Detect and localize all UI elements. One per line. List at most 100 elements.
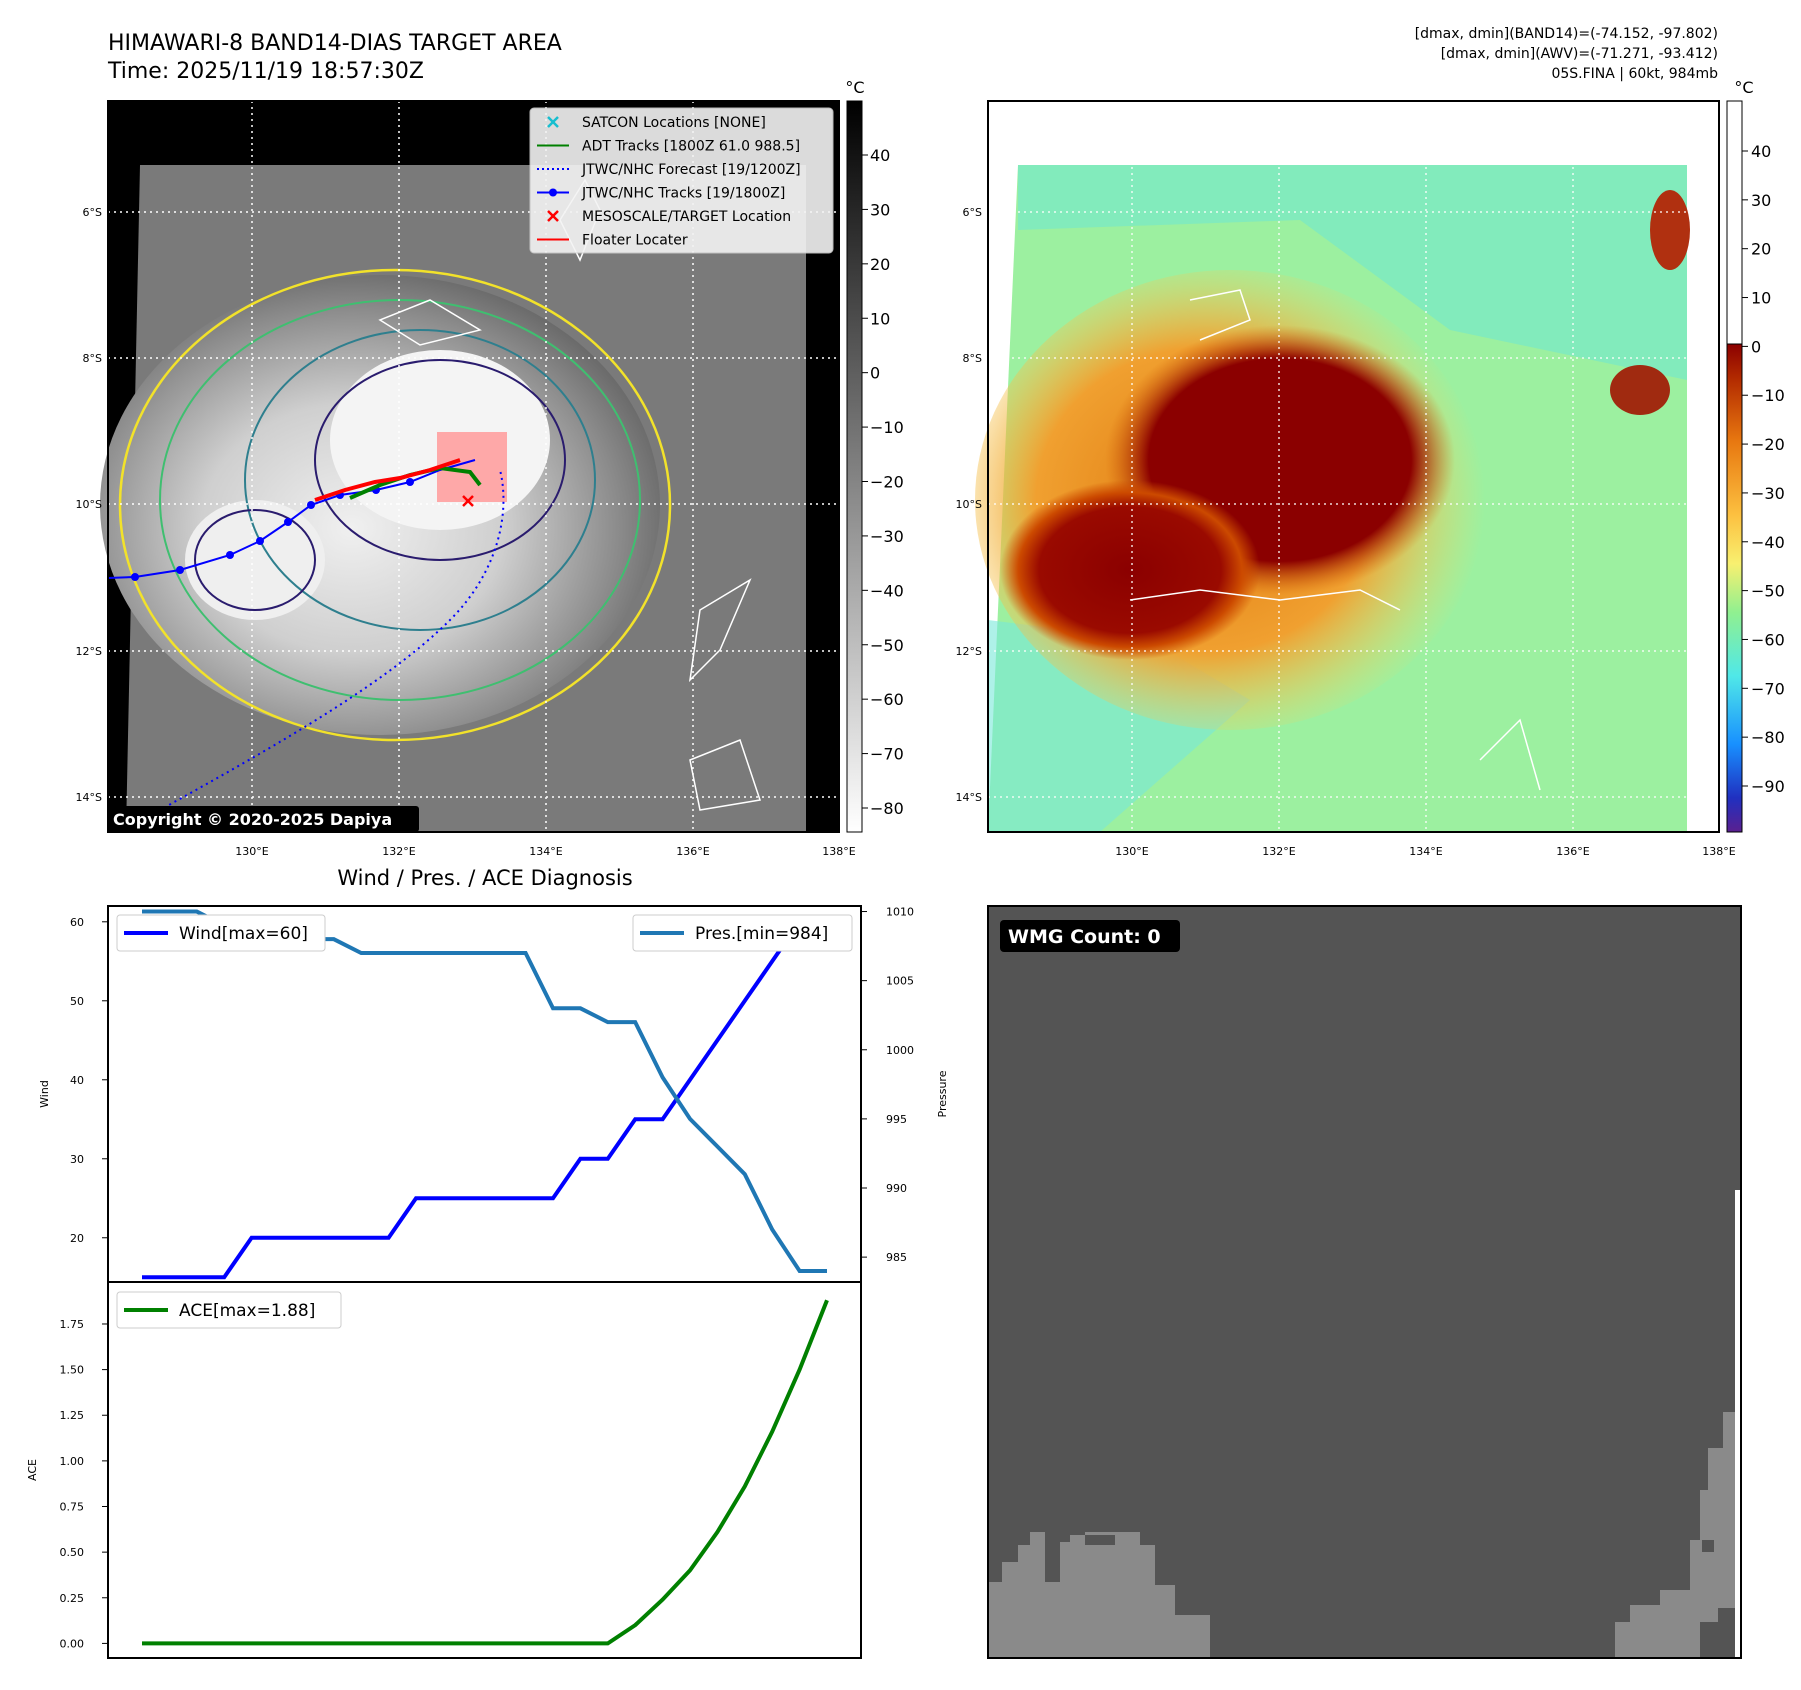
ir-colorbar-tick-label: −40 [870,581,904,600]
lon-tick-label: 138°E [1702,845,1735,858]
awv-colorbar-tick-label: −60 [1751,630,1785,649]
legend-marker-x [547,116,559,128]
map-legend-label: JTWC/NHC Forecast [19/1200Z] [581,162,801,178]
awv-map-frame [987,100,1720,833]
ir-colorbar [846,100,863,833]
ace-legend-label: ACE[max=1.88] [179,1301,315,1321]
map-legend-item: JTWC/NHC Forecast [19/1200Z] [537,162,801,178]
lat-tick-label: 8°S [83,352,102,365]
map-legend-item: JTWC/NHC Tracks [19/1800Z] [537,186,785,202]
ir-colorbar-tick-label: −10 [870,418,904,437]
map-legend-label: MESOSCALE/TARGET Location [582,209,791,225]
ace-axis-tick-label: 0.50 [60,1546,85,1559]
lat-tick-label: 6°S [963,206,982,219]
wind-axis-tick-label: 50 [70,995,84,1008]
jtwc-forecast-track [121,469,505,832]
wind-axis-tick-label: 60 [70,916,84,929]
diagnosis-title: Wind / Pres. / ACE Diagnosis [337,866,632,890]
awv-colorbar-tick-label: −90 [1751,777,1785,796]
lon-tick-label: 138°E [822,845,855,858]
ir-colorbar-tick-label: 30 [870,200,890,219]
wind-legend-label: Wind[max=60] [179,924,308,944]
lat-tick-label: 10°S [956,498,982,511]
awv-moist-ne [1018,165,1687,380]
awv-colorbar-tick-label: −80 [1751,728,1785,747]
awv-colorbar-white [1726,100,1743,345]
ace-chart: 0.00 0.25 0.50 0.75 1.00 1.25 1.50 1.75 ACE ACE[m… [26,1281,862,1659]
pressure-axis-tick-label: 990 [886,1182,907,1195]
wmg-edge [1735,1190,1741,1658]
lon-tick-label: 132°E [382,845,415,858]
awv-colorbar-tick-label: −50 [1751,582,1785,601]
map-legend-label: JTWC/NHC Tracks [19/1800Z] [581,186,785,202]
ir-colorbar-tick-label: −60 [870,690,904,709]
ir-colorbar-tick-label: 40 [870,146,890,165]
ir-map-frame [107,100,840,833]
ir-band-cloud [185,500,325,620]
awv-colorbar [1726,343,1743,833]
lon-tick-label: 134°E [529,845,562,858]
map-legend-label: SATCON Locations [NONE] [582,115,766,131]
map-legend-item: Floater Locater [537,233,688,249]
pressure-axis-tick-label: 1005 [886,975,914,988]
pressure-axis-tick-label: 995 [886,1113,907,1126]
legend-marker-x [547,210,559,222]
info-awv: [dmax, dmin](AWV)=(-71.271, -93.412) [1441,46,1718,62]
awv-colorbar-tick-label: 20 [1751,240,1771,259]
lon-tick-label: 134°E [1409,845,1442,858]
ir-map-panel: Copyright © 2020-2025 Dapiya SATCON Loca… [100,100,840,833]
lon-tick-label: 136°E [676,845,709,858]
ace-axis-tick-label: 1.25 [60,1409,85,1422]
wmg-frame [987,905,1742,1659]
wmg-badge [1000,920,1180,952]
lon-tick-label: 136°E [1556,845,1589,858]
wind-axis-tick-label: 40 [70,1074,84,1087]
wind-legend: Wind[max=60] [116,914,326,952]
pressure-axis-tick-label: 985 [886,1251,907,1264]
map-axis-ticks: 6°S 6°S 8°S 8°S 10°S 10°S 12°S 12°S 14°S 14°S 130°… [76,206,1736,858]
lat-tick-label: 6°S [83,206,102,219]
ir-colorbar-tick-label: −50 [870,636,904,655]
awv-colorbar-tick-label: −70 [1751,679,1785,698]
awv-gridlines [988,101,1719,832]
pressure-legend-label: Pres.[min=984] [695,924,828,944]
wind-chart-frame [107,905,862,1283]
awv-cell-east [1610,365,1670,415]
wmg-panel: WMG Count: 0 [987,905,1742,1659]
ace-axis-tick-label: 0.25 [60,1592,85,1605]
ace-axis-label: ACE [26,1459,39,1481]
info-band14: [dmax, dmin](BAND14)=(-74.152, -97.802) [1415,26,1718,42]
map-time: Time: 2025/11/19 18:57:30Z [107,59,424,84]
wind-axis-tick-label: 20 [70,1232,84,1245]
ir-contour-inner [314,359,566,561]
jtwc-best-track [107,459,476,579]
lon-tick-label: 130°E [1115,845,1148,858]
awv-coastlines [1129,289,1541,791]
lat-tick-label: 14°S [956,791,982,804]
lon-tick-label: 132°E [1262,845,1295,858]
ace-legend: ACE[max=1.88] [116,1291,342,1329]
ir-contour-mid [244,329,596,631]
ir-colorbar-tick-label: −20 [870,473,904,492]
ace-axis-tick-label: 1.00 [60,1455,85,1468]
map-legend-label: ADT Tracks [1800Z 61.0 988.5] [582,139,800,155]
ace-series-line [142,1299,829,1646]
ir-colorbar-tick-label: −80 [870,799,904,818]
awv-colorbar-tick-label: −30 [1751,484,1785,503]
map-legend: SATCON Locations [NONE] ADT Tracks [1800Z… [529,107,834,254]
awv-cell-ne [1650,190,1690,270]
awv-colorbar-unit: °C [1734,78,1753,97]
lat-tick-label: 8°S [963,352,982,365]
awv-colorbar-tick-label: −20 [1751,435,1785,454]
map-title: HIMAWARI-8 BAND14-DIAS TARGET AREA [108,31,562,56]
wmg-warm-se [1615,1412,1735,1658]
awv-colorbar-ticks: 40 30 20 10 0 −10 −20 −30 −40 −50 −60 −70 −80 −90 [1742,142,1785,796]
wmg-count-label: WMG Count: 0 [1008,926,1161,948]
lon-tick-label: 130°E [235,845,268,858]
lat-tick-label: 10°S [76,498,102,511]
awv-band-core [1000,480,1260,660]
ace-axis-tick-label: 1.50 [60,1364,85,1377]
ir-colorbar-tick-label: 10 [870,309,890,328]
copyright-text: Copyright © 2020-2025 Dapiya [113,810,392,829]
